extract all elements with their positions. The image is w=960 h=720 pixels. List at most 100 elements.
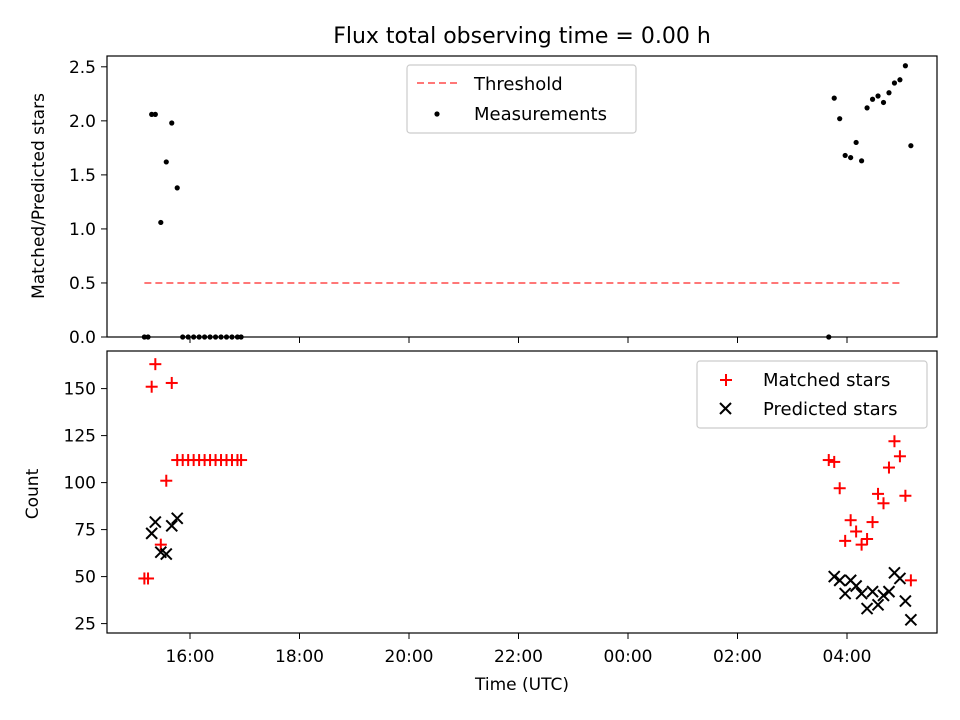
- matched-star-point: [828, 455, 841, 468]
- measurement-point: [842, 152, 848, 159]
- matched-star-point: [839, 534, 852, 547]
- matched-star-point: [822, 454, 835, 467]
- predicted-star-point: [149, 515, 162, 529]
- measurement-point: [848, 154, 854, 161]
- bottom-x-ticks: 16:00 18:00 20:00 22:00 00:00 02:00 04:00: [166, 633, 872, 667]
- top-y-tick-label: 1.5: [69, 166, 96, 186]
- predicted-star-point: [855, 587, 868, 600]
- matched-star-point: [882, 461, 895, 474]
- predicted-star-point: [860, 602, 874, 615]
- bottom-y-ticks: 25 50 75 100 125 150: [64, 380, 107, 635]
- predicted-star-point: [145, 527, 158, 540]
- measurement-point: [897, 77, 903, 83]
- bottom-legend: Matched stars Predicted stars: [696, 360, 928, 429]
- matched-star-point: [149, 358, 162, 371]
- measurement-point: [152, 111, 158, 117]
- legend-predicted-swatch: [719, 402, 732, 415]
- predicted-star-point: [171, 512, 184, 525]
- measurement-point: [902, 63, 909, 69]
- bottom-axes-frame: [106, 350, 938, 634]
- measurement-point: [169, 120, 175, 126]
- matched-star-point: [855, 538, 868, 551]
- predicted-star-point: [871, 598, 885, 612]
- matched-star-point: [861, 533, 874, 545]
- measurement-point: [875, 93, 881, 99]
- matched-star-point: [893, 450, 906, 463]
- top-y-tick-label: 0.5: [69, 274, 96, 294]
- top-x-ticks: [189, 337, 848, 343]
- top-legend: Threshold Measurements: [406, 64, 637, 134]
- measurement-point: [831, 95, 837, 101]
- matched-star-point: [235, 454, 248, 467]
- matched-star-point: [145, 380, 158, 393]
- matched-star-point: [142, 572, 155, 585]
- predicted-star-point: [877, 589, 890, 602]
- predicted-star-point: [893, 572, 907, 585]
- legend-predicted-label: Predicted stars: [763, 399, 897, 420]
- measurement-point: [859, 158, 865, 164]
- measurement-point: [891, 80, 898, 86]
- matched-star-point: [833, 482, 846, 495]
- predicted-star-point: [165, 519, 178, 533]
- x-tick-label: 16:00: [166, 647, 215, 667]
- top-y-tick-label: 1.0: [69, 220, 96, 240]
- top-axes-frame: [106, 55, 938, 338]
- bottom-y-tick-label: 150: [64, 380, 96, 400]
- matched-star-point: [872, 487, 885, 500]
- measurement-point: [149, 111, 155, 117]
- bottom-y-axis-label: Count: [23, 468, 43, 519]
- bottom-y-tick-label: 100: [64, 474, 96, 494]
- bottom-legend-box: [696, 360, 928, 429]
- bottom-y-tick-label: 50: [74, 568, 96, 588]
- measurement-point: [908, 143, 914, 149]
- legend-measurements-swatch: [434, 111, 440, 117]
- x-tick-label: 00:00: [604, 647, 653, 667]
- predicted-star-point: [866, 585, 879, 598]
- top-panel: Flux total observing time = 0.00 h Match…: [29, 24, 938, 348]
- matched-star-point: [899, 489, 912, 502]
- predicted-star-point: [849, 579, 863, 593]
- matched-star-point: [165, 376, 178, 389]
- x-tick-label: 22:00: [494, 647, 543, 667]
- predicted-star-point: [899, 594, 912, 608]
- measurement-point: [886, 90, 892, 96]
- measurement-point: [864, 105, 870, 111]
- x-tick-label: 20:00: [385, 647, 434, 667]
- x-tick-label: 18:00: [275, 647, 324, 667]
- matched-star-point: [866, 516, 879, 529]
- bottom-panel: Count Time (UTC) 25 50 75 100 125 150 16:00 18…: [23, 350, 938, 695]
- predicted-star-point: [828, 570, 841, 583]
- bottom-y-tick-label: 125: [64, 427, 96, 447]
- measurement-point: [853, 139, 859, 146]
- predicted-star-point: [160, 547, 173, 561]
- matched-star-point: [844, 514, 857, 527]
- matched-star-point: [160, 474, 173, 487]
- predicted-star-point: [838, 587, 852, 600]
- legend-matched-swatch: [720, 374, 732, 386]
- top-y-tick-label: 0.0: [69, 328, 96, 348]
- predicted-star-point: [882, 585, 896, 598]
- matched-star-point: [888, 435, 901, 448]
- x-tick-label: 02:00: [713, 647, 762, 667]
- measurement-point: [869, 96, 876, 102]
- predicted-star-point: [904, 613, 918, 627]
- legend-threshold-label: Threshold: [473, 74, 563, 95]
- legend-matched-label: Matched stars: [763, 370, 890, 391]
- matched-star-point: [904, 574, 917, 587]
- measurement-point: [163, 159, 169, 165]
- matched-star-point: [877, 497, 890, 510]
- x-axis-label: Time (UTC): [474, 675, 569, 695]
- bottom-y-tick-label: 25: [74, 615, 96, 635]
- legend-measurements-label: Measurements: [474, 104, 607, 125]
- predicted-star-point: [833, 574, 846, 587]
- top-y-tick-label: 2.0: [69, 112, 96, 132]
- measurement-point: [174, 185, 180, 191]
- measurement-point: [837, 116, 843, 122]
- measurement-point: [158, 219, 164, 226]
- bottom-y-tick-label: 75: [74, 521, 96, 541]
- chart-title: Flux total observing time = 0.00 h: [333, 24, 711, 49]
- x-tick-label: 04:00: [823, 647, 872, 667]
- measurement-point: [880, 99, 887, 106]
- bottom-plot-area: [138, 358, 918, 627]
